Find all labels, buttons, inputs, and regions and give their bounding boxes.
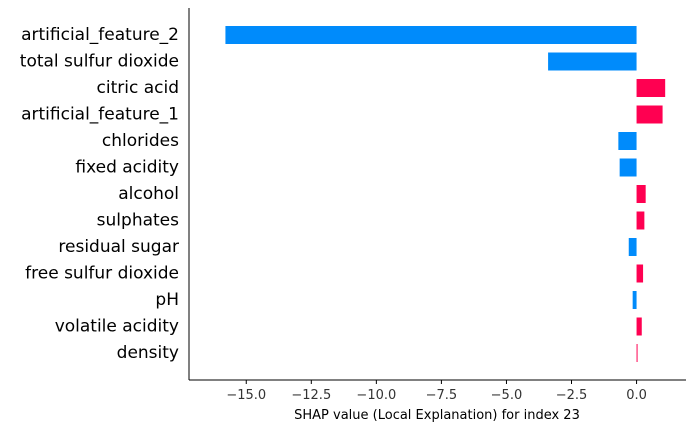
bar-alcohol bbox=[636, 185, 646, 203]
bar-artificial-feature-1 bbox=[636, 105, 663, 124]
axes bbox=[188, 8, 686, 381]
x-ticks: −15.0 −12.5 −10.0 −7.5 −5.0 −2.5 0.0 bbox=[226, 380, 647, 403]
feature-label-density: density bbox=[117, 343, 179, 363]
bar-volatile-acidity bbox=[636, 317, 642, 336]
feature-label-volatile-acidity: volatile acidity bbox=[55, 317, 179, 337]
bar-citric-acid bbox=[636, 79, 666, 97]
bar-artificial-feature-2 bbox=[225, 26, 637, 44]
feature-label-ph: pH bbox=[155, 290, 179, 310]
x-tick-label: −15.0 bbox=[226, 388, 266, 403]
bar-free-sulfur-dioxide bbox=[636, 264, 644, 283]
bar-fixed-acidity bbox=[619, 158, 637, 177]
x-tick-label: −10.0 bbox=[356, 388, 396, 403]
bar-total-sulfur-dioxide bbox=[548, 52, 637, 71]
x-tick-label: −7.5 bbox=[426, 388, 458, 403]
feature-label-total-sulfur-dioxide: total sulfur dioxide bbox=[20, 52, 179, 72]
x-tick-label: −2.5 bbox=[556, 388, 588, 403]
feature-label-sulphates: sulphates bbox=[97, 211, 179, 231]
bar-ph bbox=[632, 291, 637, 309]
feature-label-artificial-feature-2: artificial_feature_2 bbox=[21, 25, 179, 45]
bar-density bbox=[636, 344, 638, 362]
feature-label-free-sulfur-dioxide: free sulfur dioxide bbox=[25, 264, 179, 284]
bar-sulphates bbox=[636, 211, 645, 230]
feature-label-chlorides: chlorides bbox=[102, 131, 179, 151]
feature-label-fixed-acidity: fixed acidity bbox=[75, 158, 179, 178]
x-tick-label: −12.5 bbox=[291, 388, 331, 403]
feature-label-residual-sugar: residual sugar bbox=[58, 237, 179, 257]
bar-chlorides bbox=[618, 132, 637, 150]
bar-residual-sugar bbox=[628, 238, 637, 256]
x-tick-label: −5.0 bbox=[491, 388, 523, 403]
feature-label-artificial-feature-1: artificial_feature_1 bbox=[21, 105, 179, 125]
feature-label-citric-acid: citric acid bbox=[97, 78, 179, 98]
x-axis-title: SHAP value (Local Explanation) for index… bbox=[294, 408, 580, 423]
x-tick-label: 0.0 bbox=[626, 388, 647, 403]
bars-layer bbox=[225, 26, 666, 362]
feature-label-alcohol: alcohol bbox=[118, 184, 179, 204]
